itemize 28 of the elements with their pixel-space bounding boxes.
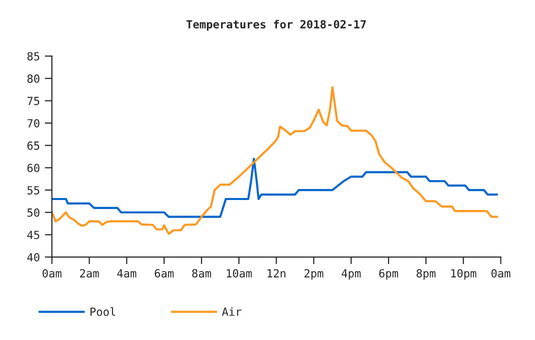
- legend-label: Pool: [90, 307, 116, 316]
- x-tick-label: 10pm: [451, 269, 476, 280]
- x-tick-label: 8pm: [416, 269, 436, 280]
- y-tick-label: 45: [27, 230, 40, 240]
- x-tick-label: 4pm: [342, 269, 361, 280]
- y-tick-label: 40: [27, 253, 40, 262]
- y-tick-label: 60: [27, 164, 40, 172]
- x-tick-label: 0am: [42, 269, 62, 278]
- x-tick-label: 6pm: [379, 269, 398, 280]
- x-tick-label: 10am: [226, 269, 252, 278]
- y-tick-label: 85: [27, 52, 40, 61]
- y-tick-label: 50: [27, 208, 40, 217]
- chart-title: Temperatures for 2018-02-17: [186, 20, 366, 31]
- x-tick-label: 8am: [192, 269, 212, 278]
- x-tick-label: 0am: [491, 269, 510, 278]
- y-tick-label: 70: [27, 119, 40, 128]
- line-series: [52, 86, 498, 235]
- y-tick-label: 65: [27, 141, 40, 150]
- x-tick-label: 2pm: [304, 269, 324, 280]
- legend-label: Air: [222, 307, 242, 316]
- x-tick-label: 6am: [154, 269, 174, 278]
- x-tick-label: 2am: [80, 269, 99, 278]
- y-tick-label: 55: [27, 186, 40, 194]
- line-series: [52, 158, 498, 218]
- y-tick-label: 80: [27, 74, 40, 83]
- y-tick-label: 75: [27, 96, 40, 106]
- x-tick-label: 12n: [268, 269, 286, 278]
- x-tick-label: 4am: [117, 269, 136, 278]
